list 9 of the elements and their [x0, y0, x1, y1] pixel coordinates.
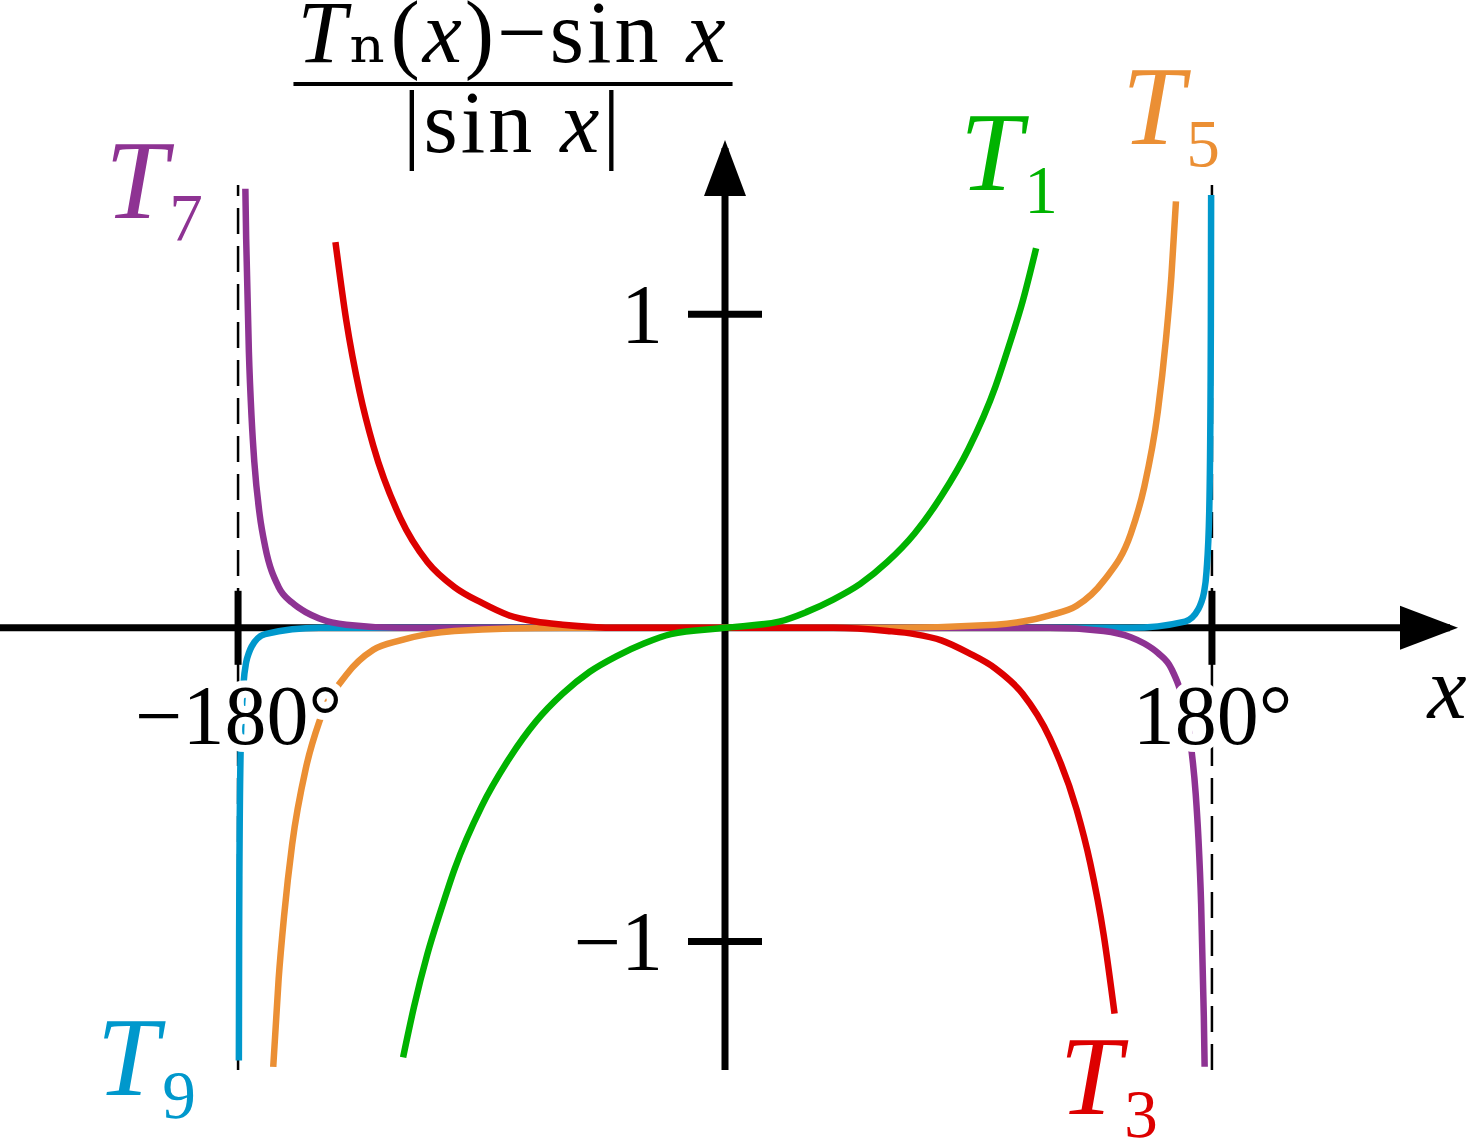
y-tick-label: 1: [621, 268, 663, 362]
series-label: T₃: [1059, 1013, 1161, 1138]
series-label: T₁: [960, 90, 1062, 215]
text: Tₙ(x)−sin x |sin x|: [297, 0, 729, 171]
series-label: T₉: [96, 994, 199, 1119]
series-label: T₇: [105, 117, 207, 242]
y-tick-label: −1: [573, 895, 663, 989]
series-label: T₅: [1121, 44, 1224, 169]
x-axis-title: x: [1425, 639, 1467, 737]
